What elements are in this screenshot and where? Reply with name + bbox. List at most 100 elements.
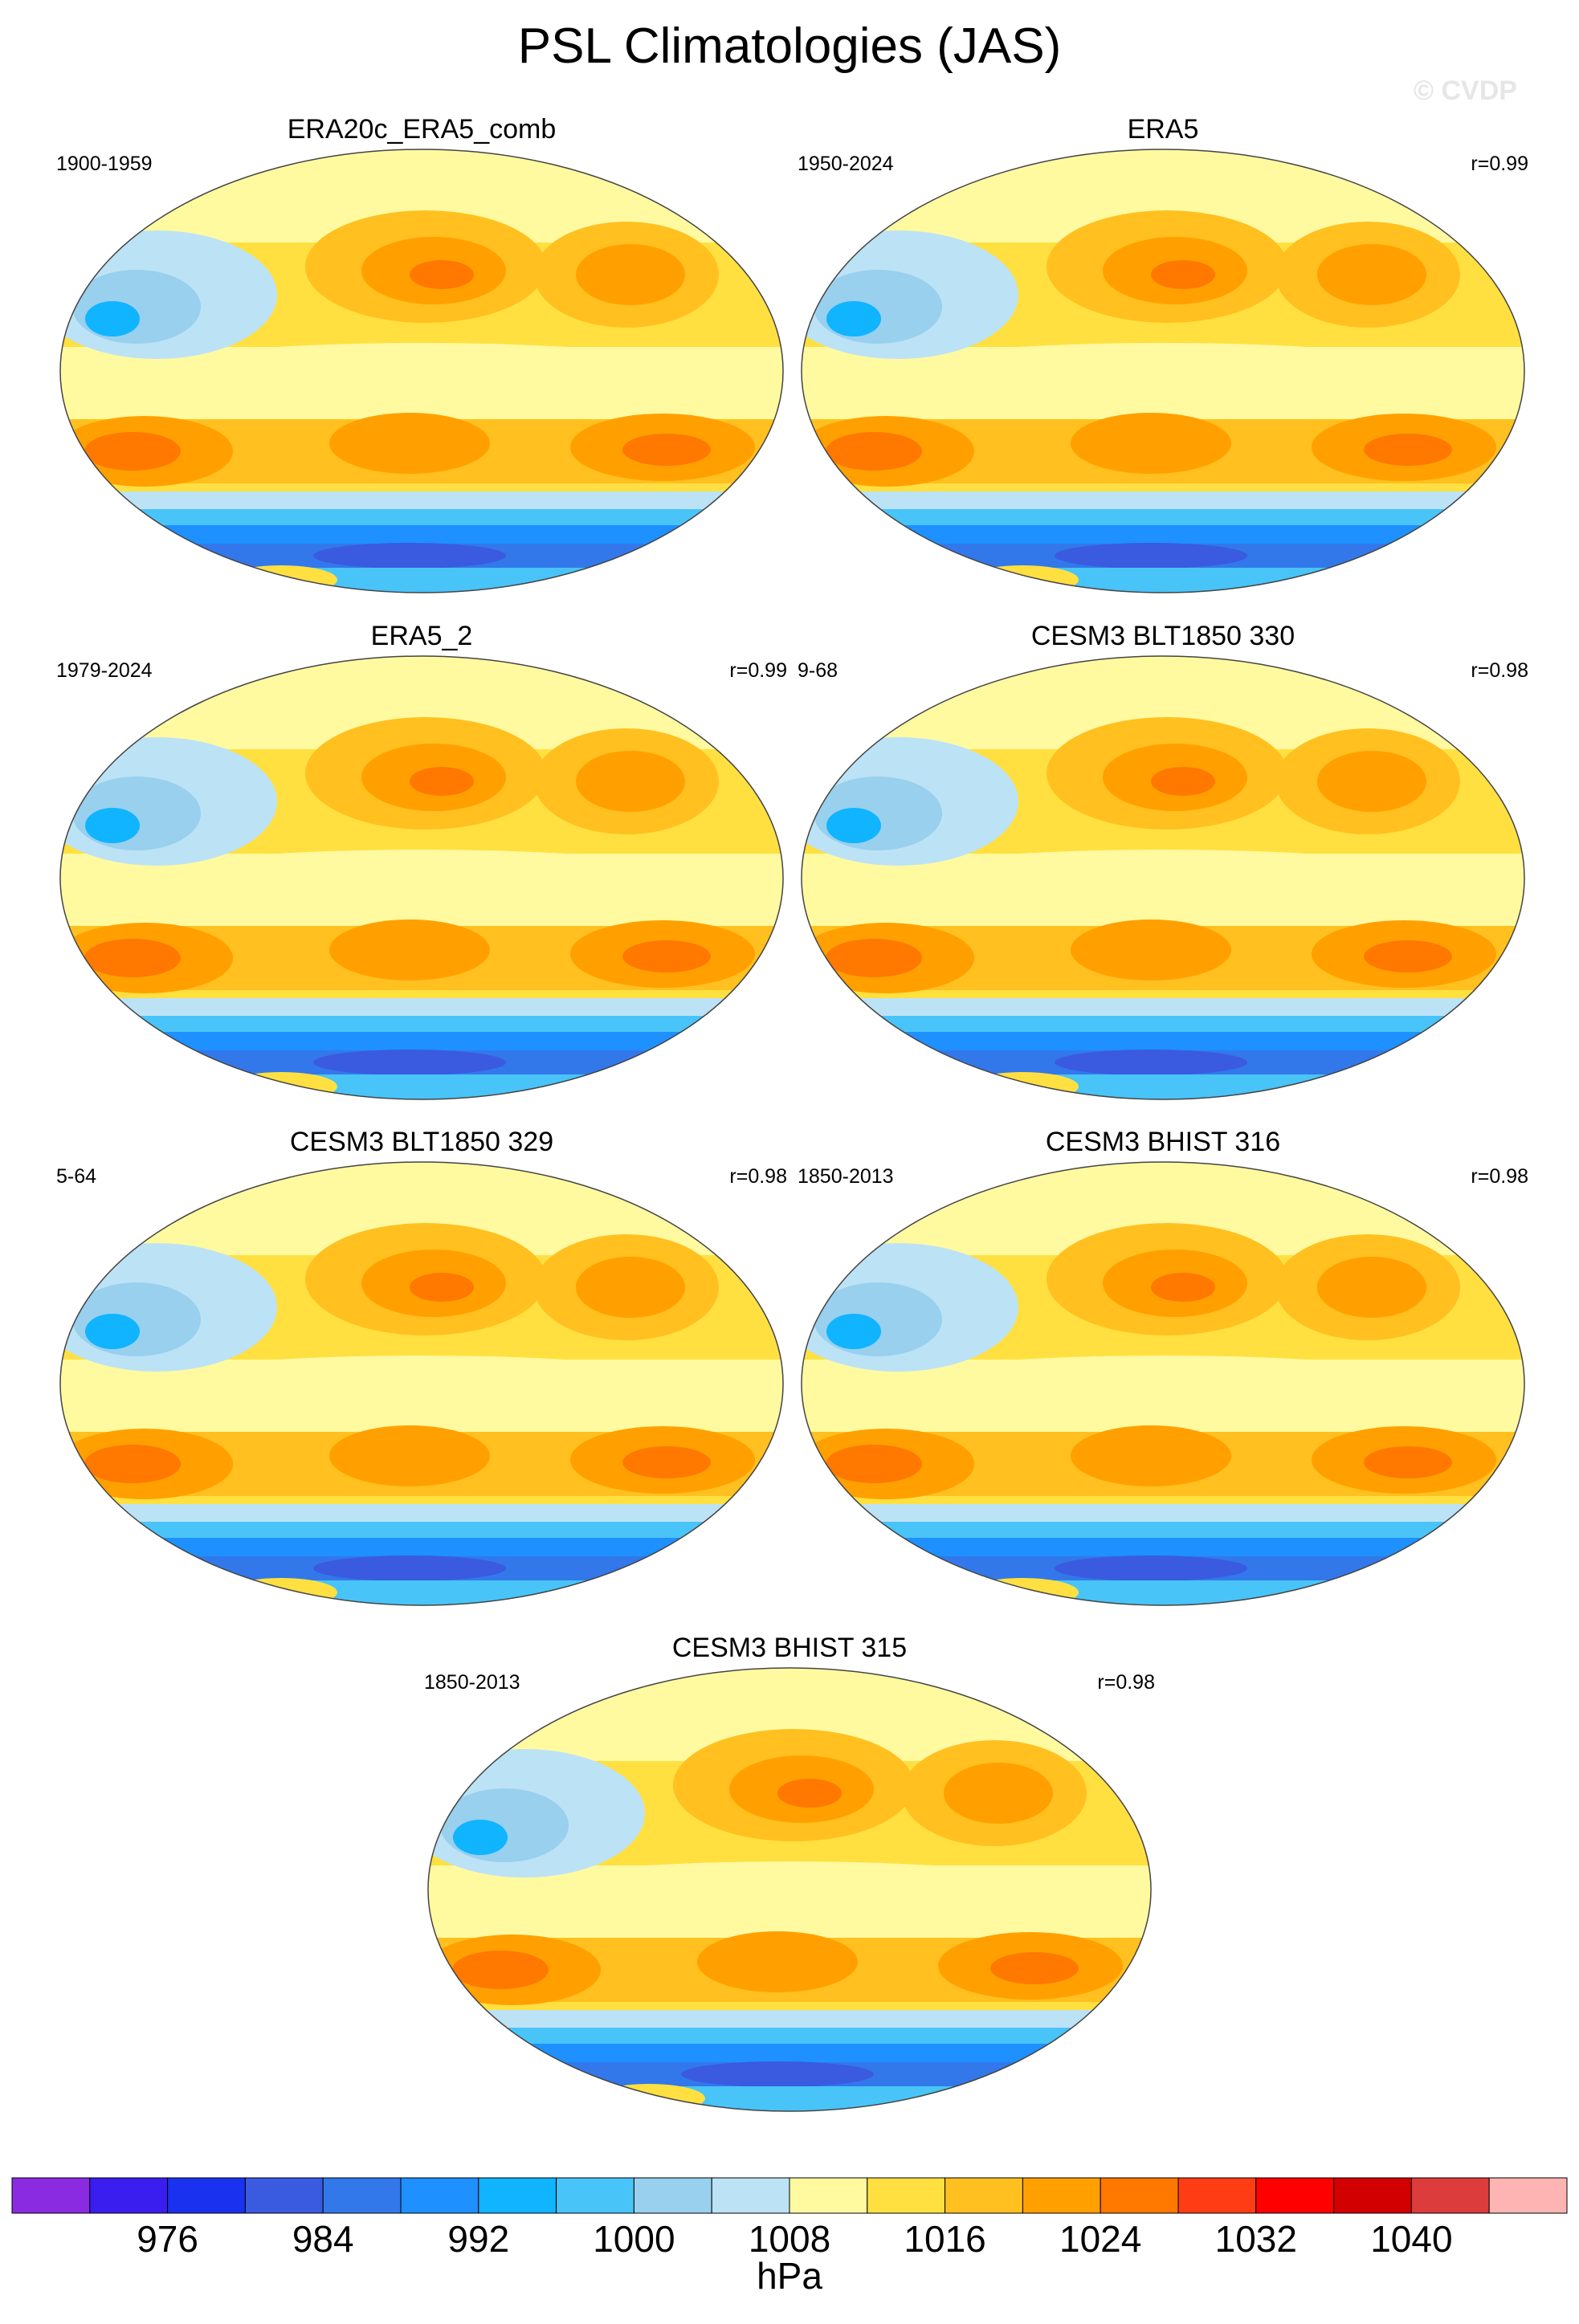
colorbar-swatch	[244, 2177, 324, 2214]
map-panel: ERA5 1950-2024 r=0.99	[798, 114, 1528, 596]
panel-years: 5-64	[56, 1165, 97, 1188]
field-high-north-atlantic-core	[1317, 244, 1426, 305]
map-panel: ERA20c_ERA5_comb 1900-1959	[56, 114, 787, 596]
colorbar-swatch	[89, 2177, 169, 2214]
figure-title: PSL Climatologies (JAS)	[517, 18, 1062, 74]
colorbar-unit: hPa	[757, 2255, 822, 2297]
panel-title: ERA5	[1127, 114, 1199, 145]
field-antarctica	[802, 568, 1524, 593]
colorbar-swatch	[789, 2177, 868, 2214]
panel-title: CESM3 BHIST 316	[1045, 1127, 1281, 1157]
field-high-north-pacific-core	[410, 1273, 474, 1302]
field-southern-low-core	[1055, 543, 1247, 569]
field-high-south-pacific	[329, 1425, 490, 1486]
psl-field	[428, 1668, 1151, 2111]
psl-map	[59, 1161, 784, 1606]
field-tropics-core	[76, 343, 767, 431]
panel-years: 1850-2013	[424, 1671, 520, 1694]
field-high-south-atlantic-core	[622, 1446, 711, 1478]
field-tropics-core	[76, 1356, 767, 1444]
field-high-south-indian-core	[452, 1951, 549, 1989]
psl-map	[59, 655, 784, 1100]
field-asian-low-deep	[85, 1314, 140, 1349]
panel-years: 1979-2024	[56, 659, 153, 682]
colorbar-tick-label: 1008	[749, 2218, 830, 2260]
panel-correlation: r=0.99	[729, 659, 787, 682]
colorbar-tick-label: 976	[137, 2218, 198, 2260]
field-antarctica	[802, 1074, 1524, 1099]
colorbar-swatch	[556, 2177, 634, 2214]
field-tropics-core	[818, 343, 1508, 431]
field-antarctic-plateau	[225, 1072, 337, 1099]
colorbar-swatch	[322, 2177, 402, 2214]
colorbar-swatch	[1100, 2177, 1179, 2214]
field-tropics-core	[76, 850, 767, 938]
colorbar-swatch	[1022, 2177, 1101, 2214]
panel-correlation: r=0.98	[729, 1165, 787, 1188]
colorbar-swatch	[633, 2177, 712, 2214]
panel-years: 1850-2013	[798, 1165, 894, 1188]
psl-field	[802, 149, 1524, 593]
colorbar-tick-label: 1040	[1370, 2218, 1452, 2260]
colorbar-swatch	[867, 2177, 946, 2214]
field-high-south-indian-core	[84, 432, 181, 471]
colorbar-swatch	[11, 2177, 91, 2214]
colorbar-swatch	[1255, 2177, 1335, 2214]
field-antarctic-plateau	[966, 1578, 1079, 1605]
field-high-north-atlantic-core	[576, 1257, 685, 1318]
field-asian-low-deep	[85, 808, 140, 843]
field-high-south-atlantic-core	[622, 940, 711, 972]
field-asian-low-deep	[826, 1314, 881, 1349]
psl-map	[59, 149, 784, 593]
cvdp-watermark: © CVDP	[1414, 75, 1517, 106]
field-high-north-pacific-core	[1151, 1273, 1215, 1302]
field-asian-low-deep	[85, 301, 140, 336]
colorbar: 976 984 992 1000 1008 1016 1024 1032 1040 hPa	[11, 2177, 1568, 2297]
psl-map	[801, 1161, 1525, 1606]
field-asian-low-deep	[826, 808, 881, 843]
field-high-south-atlantic-core	[622, 434, 711, 466]
psl-field	[802, 1162, 1524, 1605]
field-high-south-indian-core	[826, 1445, 922, 1483]
field-high-south-pacific	[329, 413, 490, 474]
field-southern-low-core	[313, 1050, 506, 1075]
map-panel: ERA5_2 1979-2024 r=0.99	[56, 621, 787, 1103]
field-high-north-atlantic-core	[576, 244, 685, 305]
field-tropics-core	[818, 850, 1508, 938]
panel-years: 1950-2024	[798, 153, 894, 175]
field-antarctic-plateau	[593, 2084, 705, 2111]
field-southern-low-core	[1055, 1050, 1247, 1075]
colorbar-swatch	[1177, 2177, 1257, 2214]
psl-field	[60, 1162, 783, 1605]
field-high-south-atlantic-core	[1364, 434, 1452, 466]
map-panel: CESM3 BHIST 315 1850-2013 r=0.98	[424, 1633, 1155, 2114]
panel-years: 1900-1959	[56, 153, 153, 175]
field-high-south-indian-core	[826, 939, 922, 977]
colorbar-tick-label: 992	[447, 2218, 509, 2260]
panel-title: CESM3 BHIST 315	[671, 1633, 908, 1663]
panel-years: 9-68	[798, 659, 838, 682]
field-high-south-indian-core	[826, 432, 922, 471]
panel-correlation: r=0.98	[1471, 1165, 1528, 1188]
field-high-north-atlantic-core	[944, 1763, 1053, 1824]
field-southern-low-core	[681, 2061, 874, 2087]
field-high-north-pacific-core	[777, 1779, 842, 1808]
field-tropics-core	[444, 1861, 1135, 1950]
colorbar-swatch	[945, 2177, 1023, 2214]
field-high-north-pacific-core	[1151, 767, 1215, 796]
psl-field	[802, 656, 1524, 1099]
field-antarctic-plateau	[225, 565, 337, 593]
colorbar-tick-label: 1032	[1215, 2218, 1297, 2260]
field-southern-low-core	[313, 1555, 506, 1581]
colorbar-swatch	[711, 2177, 790, 2214]
panel-title: ERA5_2	[370, 621, 473, 651]
field-high-south-atlantic-core	[1364, 1446, 1452, 1478]
psl-map	[801, 655, 1525, 1100]
colorbar-tick-label: 1000	[593, 2218, 675, 2260]
field-high-north-atlantic-core	[1317, 1257, 1426, 1318]
colorbar-swatch	[1488, 2177, 1568, 2214]
map-panel: CESM3 BLT1850 330 9-68 r=0.98	[798, 621, 1528, 1103]
colorbar-swatch	[478, 2177, 557, 2214]
field-high-south-pacific	[329, 919, 490, 981]
field-high-south-pacific	[1071, 919, 1231, 981]
